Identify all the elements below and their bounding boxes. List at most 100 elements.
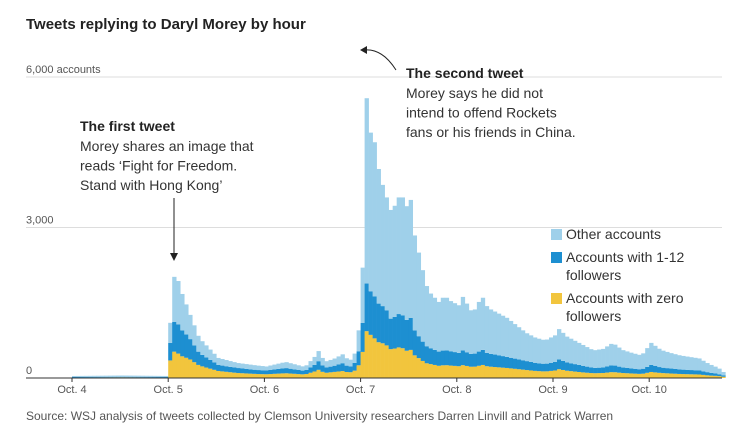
bar-other-accounts: [520, 330, 526, 361]
bar-other-accounts: [340, 354, 345, 364]
bar-other-accounts: [516, 327, 522, 360]
bar-1-12-followers: [88, 376, 93, 378]
bar-1-12-followers: [268, 369, 273, 375]
bar-1-12-followers: [248, 369, 253, 374]
bar-1-12-followers: [76, 376, 81, 378]
bar-zero-followers: [661, 373, 666, 378]
bar-zero-followers: [653, 372, 658, 378]
bar-other-accounts: [80, 375, 85, 377]
bar-zero-followers: [264, 374, 269, 378]
bar-1-12-followers: [432, 349, 438, 365]
bar-other-accounts: [72, 375, 77, 377]
bar-1-12-followers: [372, 296, 377, 339]
legend-label: Accounts with zero: [566, 290, 684, 306]
bar-1-12-followers: [200, 354, 205, 367]
bar-1-12-followers: [256, 370, 261, 375]
bar-other-accounts: [244, 364, 249, 369]
bar-1-12-followers: [669, 368, 674, 374]
bar-zero-followers: [340, 371, 345, 378]
bar-zero-followers: [184, 357, 189, 378]
bar-other-accounts: [472, 309, 478, 354]
bar-zero-followers: [372, 338, 377, 378]
bar-other-accounts: [376, 168, 381, 304]
bar-1-12-followers: [216, 364, 221, 371]
bar-other-accounts: [104, 375, 109, 377]
legend-swatch: [551, 252, 562, 263]
bar-other-accounts: [536, 338, 542, 364]
bar-zero-followers: [532, 370, 538, 378]
bar-other-accounts: [100, 375, 105, 377]
bar-zero-followers: [404, 350, 409, 378]
bar-1-12-followers: [416, 336, 422, 359]
bar-zero-followers: [504, 367, 510, 378]
bar-1-12-followers: [368, 291, 373, 335]
bar-1-12-followers: [625, 367, 630, 374]
bar-zero-followers: [621, 373, 626, 378]
bar-1-12-followers: [140, 376, 145, 378]
bar-1-12-followers: [444, 350, 450, 366]
bar-zero-followers: [180, 356, 185, 378]
bar-1-12-followers: [677, 369, 682, 374]
bar-1-12-followers: [172, 321, 177, 352]
bar-1-12-followers: [192, 345, 197, 363]
bar-1-12-followers: [80, 376, 85, 378]
bar-zero-followers: [412, 355, 418, 378]
bar-1-12-followers: [428, 348, 434, 365]
bar-other-accounts: [160, 375, 165, 377]
bar-other-accounts: [204, 345, 209, 358]
bar-other-accounts: [400, 197, 405, 316]
bar-other-accounts: [444, 297, 450, 351]
bar-1-12-followers: [388, 318, 393, 350]
bar-other-accounts: [464, 303, 470, 353]
annotation-arrowhead: [170, 253, 178, 261]
bar-other-accounts: [609, 343, 614, 366]
bar-zero-followers: [669, 373, 674, 378]
bar-1-12-followers: [264, 370, 269, 375]
bar-other-accounts: [601, 348, 606, 368]
bar-zero-followers: [633, 373, 638, 378]
bar-zero-followers: [332, 371, 337, 378]
bar-1-12-followers: [585, 366, 590, 373]
bar-1-12-followers: [424, 346, 430, 364]
bar-other-accounts: [220, 358, 225, 366]
bar-zero-followers: [452, 365, 458, 378]
bar-other-accounts: [196, 335, 201, 352]
bar-zero-followers: [364, 331, 369, 378]
bar-1-12-followers: [296, 369, 301, 375]
bar-1-12-followers: [412, 330, 418, 356]
bar-other-accounts: [621, 350, 626, 368]
bar-other-accounts: [320, 357, 325, 366]
bar-zero-followers: [476, 365, 482, 378]
bar-1-12-followers: [376, 303, 381, 343]
bar-1-12-followers: [621, 367, 626, 374]
x-tick-label: Oct. 9: [538, 384, 567, 396]
bar-other-accounts: [156, 375, 161, 377]
bar-other-accounts: [697, 358, 702, 371]
bar-other-accounts: [336, 356, 341, 365]
bar-other-accounts: [593, 350, 598, 368]
bar-1-12-followers: [721, 375, 726, 377]
bar-other-accounts: [693, 357, 698, 371]
bar-zero-followers: [388, 349, 393, 378]
bar-1-12-followers: [92, 376, 97, 378]
bar-1-12-followers: [649, 364, 654, 372]
bar-other-accounts: [432, 297, 438, 350]
bar-other-accounts: [589, 349, 594, 368]
bar-1-12-followers: [292, 369, 297, 374]
bar-1-12-followers: [637, 369, 642, 374]
bar-other-accounts: [557, 329, 562, 360]
bar-1-12-followers: [557, 359, 562, 370]
bar-zero-followers: [316, 369, 321, 378]
bar-zero-followers: [220, 371, 225, 378]
bar-zero-followers: [428, 364, 434, 378]
legend: Other accounts Accounts with 1-12 follower…: [551, 226, 684, 324]
bar-other-accounts: [304, 365, 309, 370]
bar-zero-followers: [260, 374, 265, 378]
bar-zero-followers: [548, 370, 554, 378]
bar-zero-followers: [212, 369, 217, 378]
bar-other-accounts: [112, 375, 117, 377]
bar-other-accounts: [328, 359, 333, 367]
bar-1-12-followers: [661, 367, 666, 374]
bar-1-12-followers: [701, 371, 706, 375]
bar-1-12-followers: [352, 362, 357, 371]
